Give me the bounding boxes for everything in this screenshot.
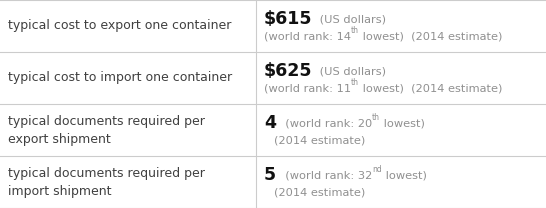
Text: th: th (351, 26, 359, 35)
Text: (US dollars): (US dollars) (316, 66, 385, 76)
Text: (world rank: 11: (world rank: 11 (264, 83, 351, 93)
Text: (2014 estimate): (2014 estimate) (274, 135, 365, 145)
Text: (world rank: 14: (world rank: 14 (264, 31, 351, 41)
Text: typical documents required per
import shipment: typical documents required per import sh… (8, 166, 205, 198)
Text: lowest): lowest) (380, 118, 425, 128)
Text: (US dollars): (US dollars) (316, 14, 385, 24)
Text: typical cost to export one container: typical cost to export one container (8, 20, 232, 32)
Text: th: th (351, 78, 359, 87)
Text: (2014 estimate): (2014 estimate) (274, 187, 365, 197)
Text: (world rank: 32: (world rank: 32 (278, 170, 372, 180)
Text: (world rank: 20: (world rank: 20 (278, 118, 372, 128)
Text: lowest)  (2014 estimate): lowest) (2014 estimate) (359, 83, 502, 93)
Text: typical documents required per
export shipment: typical documents required per export sh… (8, 114, 205, 146)
Text: th: th (372, 113, 380, 122)
Text: lowest): lowest) (382, 170, 427, 180)
Text: $615: $615 (264, 10, 312, 28)
Text: 4: 4 (264, 114, 276, 132)
Text: 5: 5 (264, 166, 276, 184)
Text: nd: nd (372, 165, 382, 174)
Text: $625: $625 (264, 62, 312, 80)
Text: lowest)  (2014 estimate): lowest) (2014 estimate) (359, 31, 502, 41)
Text: typical cost to import one container: typical cost to import one container (8, 72, 232, 84)
